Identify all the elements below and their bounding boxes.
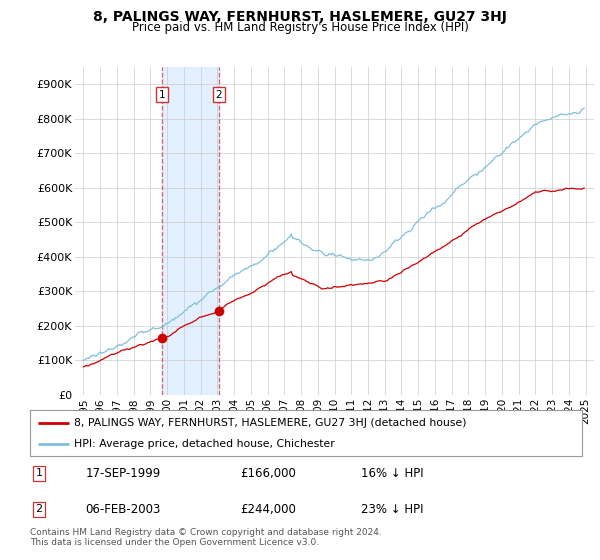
Text: £166,000: £166,000: [240, 467, 296, 480]
Text: Price paid vs. HM Land Registry's House Price Index (HPI): Price paid vs. HM Land Registry's House …: [131, 21, 469, 34]
Text: 2: 2: [35, 505, 43, 515]
Text: 23% ↓ HPI: 23% ↓ HPI: [361, 503, 424, 516]
Text: 1: 1: [159, 90, 166, 100]
Text: 1: 1: [35, 468, 43, 478]
Text: 16% ↓ HPI: 16% ↓ HPI: [361, 467, 424, 480]
Text: 8, PALINGS WAY, FERNHURST, HASLEMERE, GU27 3HJ: 8, PALINGS WAY, FERNHURST, HASLEMERE, GU…: [93, 10, 507, 24]
Bar: [162, 67, 219, 395]
Text: 2: 2: [215, 90, 222, 100]
Text: HPI: Average price, detached house, Chichester: HPI: Average price, detached house, Chic…: [74, 439, 335, 449]
Text: £244,000: £244,000: [240, 503, 296, 516]
Text: 17-SEP-1999: 17-SEP-1999: [85, 467, 160, 480]
Text: 06-FEB-2003: 06-FEB-2003: [85, 503, 161, 516]
FancyBboxPatch shape: [30, 410, 582, 456]
Text: 8, PALINGS WAY, FERNHURST, HASLEMERE, GU27 3HJ (detached house): 8, PALINGS WAY, FERNHURST, HASLEMERE, GU…: [74, 418, 467, 428]
Text: Contains HM Land Registry data © Crown copyright and database right 2024.
This d: Contains HM Land Registry data © Crown c…: [30, 528, 382, 547]
